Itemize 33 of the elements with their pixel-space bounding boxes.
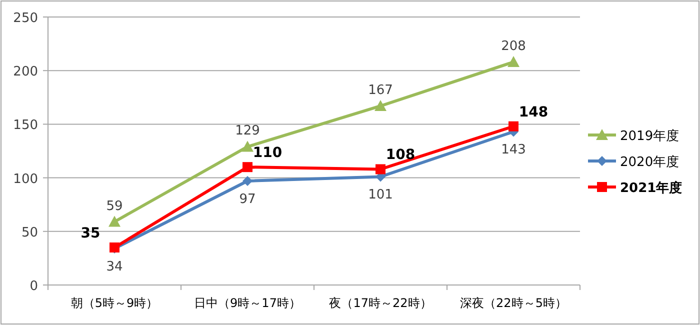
- legend-label: 2020年度: [620, 154, 680, 170]
- point: [508, 121, 518, 132]
- data-label: 59: [106, 198, 123, 214]
- y-tick-label: 0: [30, 279, 38, 294]
- data-label: 167: [368, 82, 393, 98]
- x-tick-label: 深夜（22時～5時）: [460, 296, 567, 310]
- data-label: 35: [80, 225, 100, 242]
- y-tick-label: 100: [13, 172, 38, 187]
- legend-label: 2019年度: [620, 128, 680, 144]
- point: [242, 162, 252, 172]
- x-tick-label: 日中（9時～17時）: [194, 296, 301, 310]
- data-label: 208: [501, 39, 526, 54]
- data-label: 101: [368, 188, 393, 203]
- data-label: 34: [106, 260, 123, 275]
- x-tick-label: 朝（5時～9時）: [70, 296, 158, 310]
- data-label: 148: [518, 104, 548, 120]
- y-tick-label: 50: [21, 225, 38, 240]
- point: [376, 164, 386, 174]
- point: [242, 176, 252, 186]
- point: [508, 56, 520, 68]
- point: [108, 216, 120, 227]
- point: [242, 140, 254, 152]
- point: [374, 100, 386, 111]
- y-tick-label: 200: [13, 64, 38, 80]
- data-label: 110: [252, 145, 282, 162]
- data-label: 108: [386, 147, 416, 164]
- y-tick-label: 250: [13, 11, 38, 26]
- data-label: 129: [235, 124, 260, 139]
- y-tick-label: 150: [13, 118, 38, 134]
- data-label: 97: [239, 192, 256, 208]
- x-tick-label: 夜（17時～22時）: [329, 296, 432, 310]
- data-label: 143: [501, 142, 526, 158]
- legend-label: 2021年度: [620, 180, 682, 196]
